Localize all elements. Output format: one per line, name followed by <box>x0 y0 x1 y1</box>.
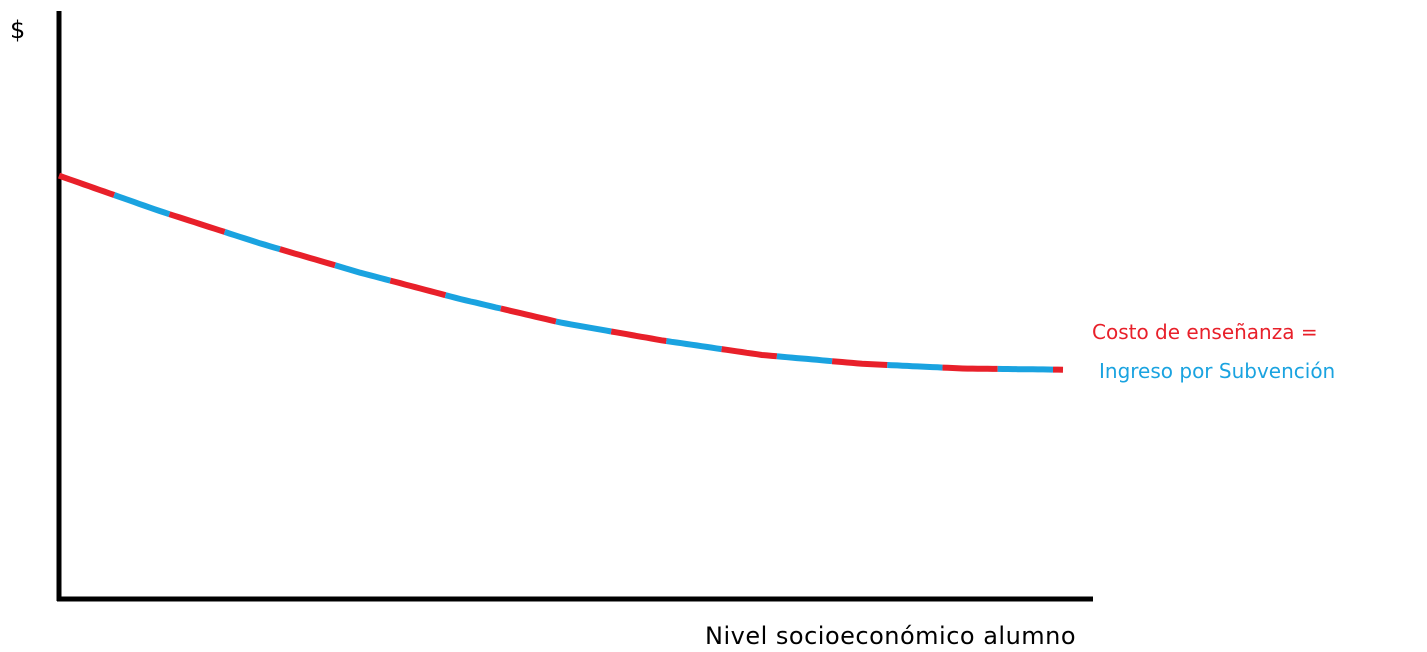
curve-segment <box>444 292 502 312</box>
curve-segment <box>997 365 1054 373</box>
curve-segment <box>887 362 943 371</box>
curve-segment <box>168 211 226 235</box>
x-axis-label: Nivel socioeconómico alumno <box>705 622 1077 650</box>
curve-segment <box>113 192 171 218</box>
curve-segment <box>334 262 392 284</box>
curve-segment <box>721 346 778 360</box>
curve-segment <box>776 353 833 365</box>
curve-segment <box>831 358 888 368</box>
legend-entry-costo: Costo de enseñanza = <box>1092 320 1318 344</box>
curve-segment <box>57 172 116 198</box>
curve-segment <box>665 338 723 353</box>
curve-segment <box>223 229 281 252</box>
curve-segment <box>610 328 667 344</box>
curve-segment <box>389 277 447 299</box>
legend-entry-ingreso: Ingreso por Subvención <box>1099 359 1336 383</box>
curve-segment <box>279 246 336 269</box>
curve-segment <box>500 305 557 325</box>
series-curve <box>57 172 1064 373</box>
curve-segment <box>555 318 612 335</box>
curve-segment <box>942 364 998 372</box>
y-axis-label: $ <box>10 16 26 44</box>
